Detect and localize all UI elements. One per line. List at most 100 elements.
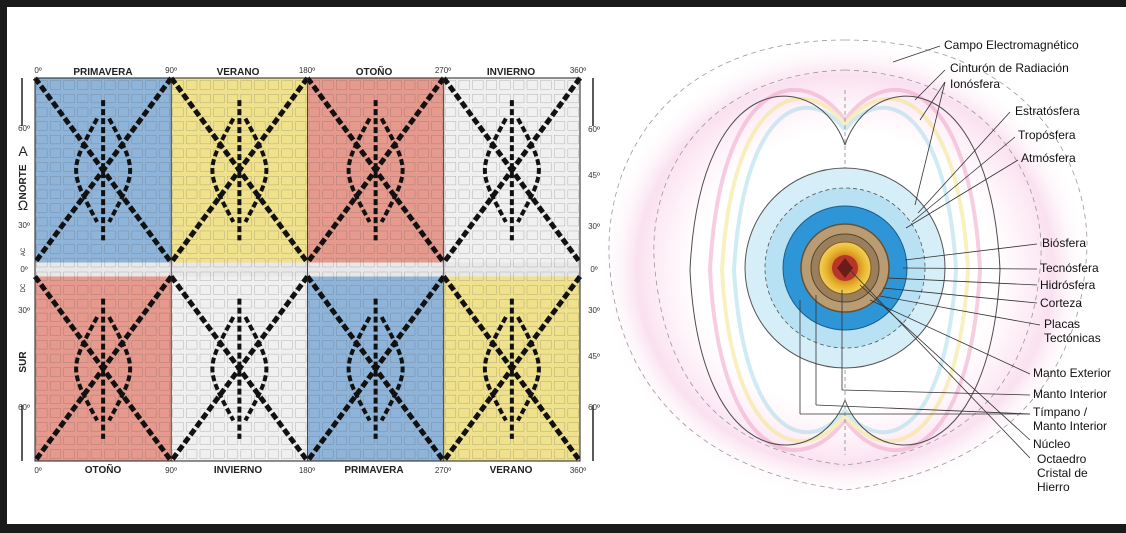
grid-cell: [417, 162, 429, 172]
grid-cell: [363, 435, 375, 445]
grid-cell: [158, 203, 170, 213]
grid-cell: [145, 203, 157, 213]
grid-cell: [240, 244, 252, 254]
grid-cell: [199, 107, 211, 117]
grid-cell: [281, 271, 293, 281]
right-lat-45s: 45º: [588, 352, 600, 361]
grid-cell: [472, 107, 484, 117]
grid-cell: [158, 176, 170, 186]
grid-cell: [349, 230, 361, 240]
grid-cell: [472, 94, 484, 104]
grid-cell: [540, 230, 552, 240]
grid-cell: [390, 121, 402, 131]
grid-cell: [36, 381, 48, 391]
grid-cell: [63, 162, 75, 172]
grid-cell: [390, 435, 402, 445]
grid-cell: [485, 449, 497, 459]
grid-cell: [458, 176, 470, 186]
seasonal-grid-diagram: PRIMAVERA VERANO OTOÑO INVIERNO 0º 90º 1…: [18, 65, 600, 476]
grid-cell: [567, 299, 579, 309]
grid-cell: [540, 449, 552, 459]
grid-cell: [118, 422, 130, 432]
grid-cell: [540, 422, 552, 432]
grid-cell: [554, 203, 566, 213]
grid-cell: [186, 408, 198, 418]
grid-cell: [49, 340, 61, 350]
grid-cell: [554, 449, 566, 459]
grid-cell: [172, 162, 184, 172]
bottom-degree-90: 90º: [165, 466, 177, 475]
grid-cell: [63, 258, 75, 268]
grid-cell: [267, 285, 279, 295]
grid-cell: [36, 230, 48, 240]
grid-cell: [336, 340, 348, 350]
grid-cell: [417, 258, 429, 268]
grid-cell: [213, 422, 225, 432]
grid-cell: [281, 189, 293, 199]
grid-cell: [254, 381, 266, 391]
grid-cell: [254, 244, 266, 254]
grid-cell: [172, 217, 184, 227]
grid-cell: [540, 94, 552, 104]
grid-cell: [445, 408, 457, 418]
x-pattern-top-4: [441, 76, 583, 264]
grid-cell: [485, 299, 497, 309]
grid-cell: [308, 326, 320, 336]
grid-cell: [322, 135, 334, 145]
grid-cell: [49, 381, 61, 391]
grid-cell: [349, 449, 361, 459]
grid-cell: [213, 258, 225, 268]
grid-cell: [567, 258, 579, 268]
bottom-degree-0: 0º: [34, 466, 41, 475]
grid-cell: [472, 381, 484, 391]
grid-cell: [485, 285, 497, 295]
grid-cell: [485, 121, 497, 131]
grid-cell: [554, 326, 566, 336]
grid-cell: [349, 244, 361, 254]
grid-cell: [513, 271, 525, 281]
grid-cell: [458, 135, 470, 145]
grid-cell: [295, 176, 307, 186]
grid-cell: [118, 312, 130, 322]
grid-cell: [267, 299, 279, 309]
grid-cell: [554, 176, 566, 186]
grid-cell: [336, 107, 348, 117]
grid-cell: [526, 449, 538, 459]
grid-cell: [186, 326, 198, 336]
grid-cell: [131, 258, 143, 268]
grid-cell: [145, 121, 157, 131]
grid-cell: [390, 312, 402, 322]
grid-cell: [145, 285, 157, 295]
grid-cell: [213, 326, 225, 336]
grid-cell: [322, 394, 334, 404]
grid-cell: [145, 367, 157, 377]
grid-cell: [295, 135, 307, 145]
grid-cell: [404, 107, 416, 117]
grid-cell: [513, 244, 525, 254]
grid-cell: [49, 312, 61, 322]
grid-cell: [104, 80, 116, 90]
grid-cell: [254, 230, 266, 240]
grid-cell: [227, 244, 239, 254]
grid-cell: [349, 285, 361, 295]
grid-cell: [499, 285, 511, 295]
grid-cell: [417, 449, 429, 459]
grid-cell: [158, 258, 170, 268]
grid-cell: [376, 435, 388, 445]
grid-cell: [417, 299, 429, 309]
grid-cell: [431, 203, 443, 213]
grid-cell: [63, 285, 75, 295]
grid-cell: [390, 408, 402, 418]
grid-cell: [567, 381, 579, 391]
grid-cell: [90, 258, 102, 268]
grid-cell: [513, 435, 525, 445]
grid-cell: [445, 312, 457, 322]
grid-cell: [63, 340, 75, 350]
grid-cell: [77, 107, 89, 117]
grid-cell: [240, 94, 252, 104]
grid-cell: [322, 121, 334, 131]
grid-cell: [567, 367, 579, 377]
grid-cell: [404, 435, 416, 445]
right-lat-30s: 30º: [588, 306, 600, 315]
grid-cell: [267, 271, 279, 281]
